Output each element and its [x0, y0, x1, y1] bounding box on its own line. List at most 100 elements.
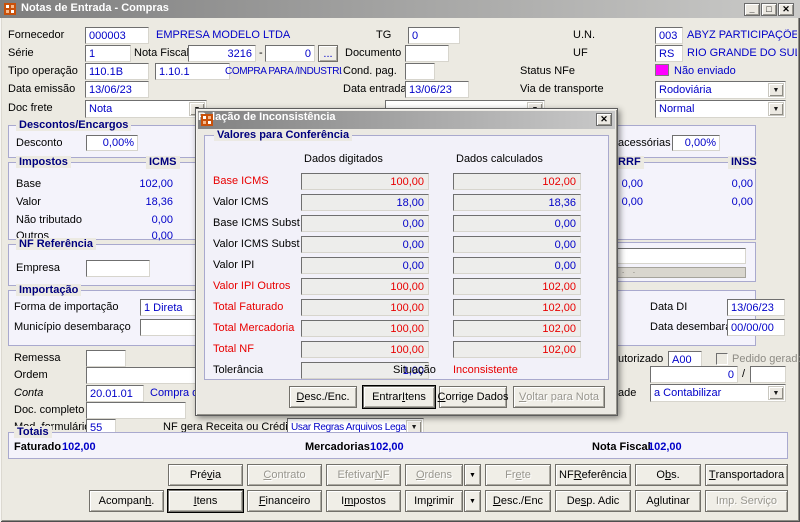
cond-pag-field[interactable] [405, 63, 435, 80]
chevron-down-icon[interactable]: ▼ [768, 102, 784, 116]
dados-calculados-field[interactable]: 102,00 [453, 278, 581, 295]
data-desembaraco-field[interactable]: 00/00/00 [727, 319, 785, 336]
remessa-label: Remessa [14, 352, 61, 364]
tg-field[interactable]: 0 [408, 27, 460, 44]
data-entrada-field[interactable]: 13/06/23 [405, 81, 469, 98]
remessa-field[interactable] [86, 350, 126, 367]
dados-calculados-field[interactable]: 0,00 [453, 215, 581, 232]
fornecedor-code-field[interactable]: 000003 [85, 27, 149, 44]
fornecedor-name: EMPRESA MODELO LTDA [156, 29, 291, 41]
doc-frete-combo[interactable]: Nota ▼ [85, 100, 207, 118]
dados-calculados-field[interactable]: 102,00 [453, 299, 581, 316]
tipo-operacao-code1-field[interactable]: 110.1B [85, 63, 149, 80]
contabilizar-combo[interactable]: a Contabilizar ▼ [650, 384, 786, 402]
totais-caption: Totais [14, 426, 52, 438]
dados-digitados-field[interactable]: 18,00 [301, 194, 429, 211]
nota-fiscal-sub-field[interactable]: 0 [265, 45, 315, 62]
tipo-operacao-code2-field[interactable]: 1.10.1 [155, 63, 230, 80]
chevron-down-icon[interactable]: ▼ [768, 83, 784, 97]
nota-fiscal-field[interactable]: 3216 [188, 45, 256, 62]
dados-calculados-field[interactable]: 0,00 [453, 257, 581, 274]
data-di-field[interactable]: 13/06/23 [727, 299, 785, 316]
dados-digitados-field[interactable]: 100,00 [301, 173, 429, 190]
ordens-dropdown-button[interactable]: ▼ [464, 464, 481, 486]
frete-button[interactable]: Fr e te [485, 464, 551, 486]
impostos-irrf-value: 0,00 [621, 196, 643, 208]
contabilizar-label-fragment: ade [618, 387, 637, 399]
doc-completo-field[interactable] [86, 402, 186, 419]
dados-digitados-field[interactable]: 0,00 [301, 236, 429, 253]
conference-row-label: Total Mercadoria [213, 322, 295, 334]
un-label: U.N. [573, 29, 595, 41]
chevron-down-icon[interactable]: ▼ [768, 386, 784, 400]
uf-code-field[interactable]: RS [655, 45, 683, 62]
imp-servico-button[interactable]: Imp. Serviço [705, 490, 788, 512]
imprimir-button[interactable]: Im p rimir [405, 490, 463, 512]
empresa-field[interactable] [86, 260, 150, 277]
ordem-field[interactable] [86, 367, 198, 384]
conference-row: Total NF 100,00 102,00 [196, 341, 619, 358]
un-code-field[interactable]: 003 [655, 27, 683, 44]
maximize-button[interactable]: □ [761, 3, 777, 16]
frete-tipo-combo[interactable]: Normal ▼ [655, 100, 786, 118]
dados-digitados-field[interactable]: 100,00 [301, 278, 429, 295]
minimize-button[interactable]: _ [744, 3, 760, 16]
desconto-label: Desconto [16, 137, 63, 149]
dados-digitados-field[interactable]: 100,00 [301, 320, 429, 337]
dados-digitados-field[interactable]: 0,00 [301, 257, 429, 274]
serie-field[interactable]: 1 [85, 45, 131, 62]
dialog-close-button[interactable]: ✕ [596, 113, 612, 126]
dados-digitados-field[interactable]: 0,00 [301, 215, 429, 232]
dados-digitados-field[interactable]: 100,00 [301, 341, 429, 358]
tolerancia-field[interactable]: 1,00 [301, 362, 429, 379]
dados-calculados-field[interactable]: 102,00 [453, 341, 581, 358]
dados-calculados-field[interactable]: 102,00 [453, 320, 581, 337]
nota-fiscal-label: Nota Fiscal [134, 47, 190, 59]
acompanh-button[interactable]: Acompan h. [89, 490, 164, 512]
nota-fiscal-browse-button[interactable]: ... [318, 45, 338, 62]
mod-formulario-field[interactable]: 55 [86, 419, 116, 436]
chevron-down-icon: ▼ [469, 471, 476, 479]
acessorias-field[interactable]: 0,00% [672, 135, 720, 151]
via-transporte-combo[interactable]: Rodoviária ▼ [655, 81, 786, 99]
window-title-bar[interactable]: Notas de Entrada - Compras _ □ ✕ [0, 0, 800, 18]
close-button[interactable]: ✕ [778, 3, 794, 16]
ordem-num-field[interactable]: 0 [650, 366, 738, 383]
pedido-gerado-checkbox[interactable] [716, 353, 728, 365]
conta-field[interactable]: 20.01.01 [86, 385, 144, 402]
documento-field[interactable] [405, 45, 449, 62]
dados-calculados-field[interactable]: 102,00 [453, 173, 581, 190]
ordem-num2-field[interactable] [750, 366, 786, 383]
desconto-field[interactable]: 0,00% [86, 135, 138, 151]
imprimir-dropdown-button[interactable]: ▼ [464, 490, 481, 512]
dados-calculados-field[interactable]: 0,00 [453, 236, 581, 253]
previa-button[interactable]: Pré v ia [168, 464, 243, 486]
desp-adic-button[interactable]: De s p. Adic [555, 490, 631, 512]
dados-digitados-field[interactable]: 100,00 [301, 299, 429, 316]
data-emissao-field[interactable]: 13/06/23 [85, 81, 149, 98]
dialog-title-bar[interactable]: Relação de Inconsistência ✕ [198, 111, 615, 129]
importacao-caption: Importação [16, 284, 82, 296]
data-di-label: Data DI [650, 301, 688, 313]
forma-importacao-label: Forma de importação [14, 301, 119, 313]
impostos-caption: Impostos [16, 156, 71, 168]
impostos-inss-value: 0,00 [731, 196, 753, 208]
dados-calculados-field[interactable]: 18,36 [453, 194, 581, 211]
col-calculados-header: Dados calculados [456, 153, 543, 165]
descontos-caption: Descontos/Encargos [16, 119, 132, 131]
